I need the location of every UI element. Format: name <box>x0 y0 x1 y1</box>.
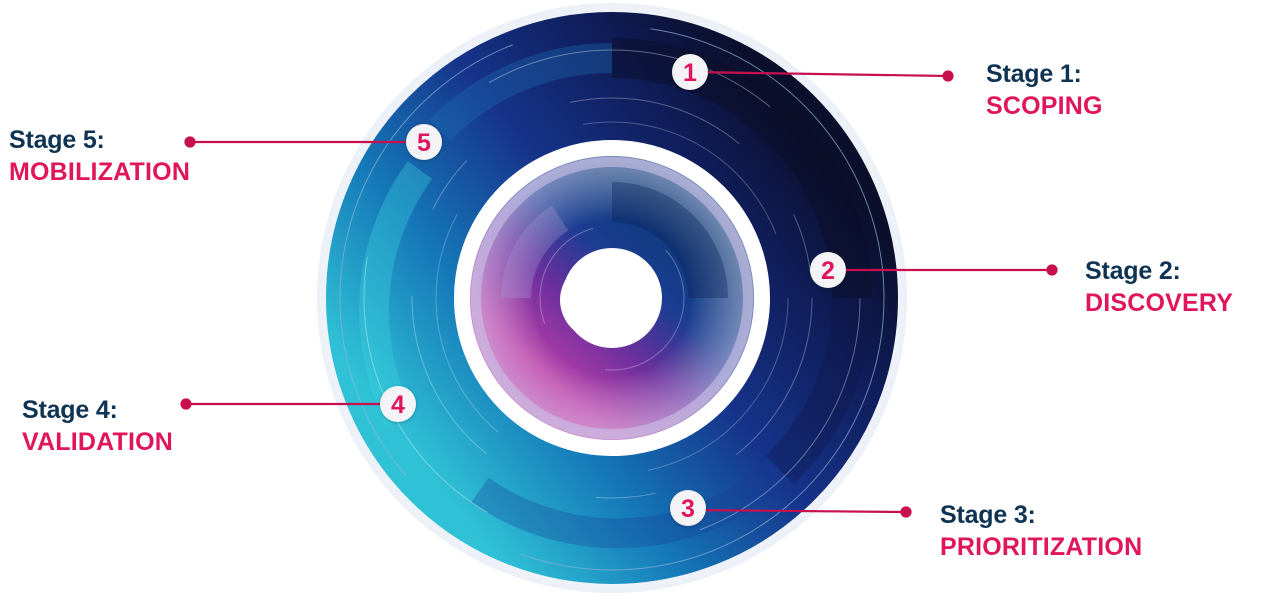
connector-dot-3 <box>900 506 912 518</box>
stage-name: DISCOVERY <box>1085 289 1234 317</box>
outer-ring-segment-top <box>429 42 613 141</box>
stage-name: SCOPING <box>986 92 1103 120</box>
connector-dot-1 <box>942 70 954 82</box>
stage-marker-5: 5 <box>406 124 442 160</box>
svg-text:3: 3 <box>681 495 695 523</box>
inner-ring-segment-light <box>501 205 569 299</box>
connector-line-1 <box>689 70 949 78</box>
stage-label-2: Stage 2: DISCOVERY <box>1085 255 1233 319</box>
stage-label-4: Stage 4: VALIDATION <box>22 394 173 458</box>
stage-label-3: Stage 3: PRIORITIZATION <box>940 499 1142 563</box>
outer-ring-segment-bottom <box>471 458 791 549</box>
stage-title: Stage 5: <box>9 126 105 154</box>
connector-dot-4 <box>180 398 192 410</box>
stage-marker-4: 4 <box>380 386 416 422</box>
connector-dot-2 <box>1046 264 1058 276</box>
inner-thin-line <box>539 225 685 371</box>
svg-text:4: 4 <box>391 391 405 419</box>
stage-marker-1: 1 <box>672 54 708 90</box>
outer-thin-line-3 <box>411 97 813 499</box>
inner-ring-segment-dark <box>611 182 728 299</box>
inner-ring-light-band <box>471 157 753 439</box>
stage-marker-2: 2 <box>810 252 846 288</box>
connector-line-3 <box>687 508 907 514</box>
outer-ring-segment-dark <box>611 38 872 299</box>
stage-name: MOBILIZATION <box>9 158 191 186</box>
outer-ring-segment-left <box>358 161 433 427</box>
stage-title: Stage 4: <box>22 396 118 424</box>
outer-ring-segment-right <box>765 297 873 485</box>
stage-label-1: Stage 1: SCOPING <box>986 58 1103 122</box>
stage-title: Stage 1: <box>986 60 1082 88</box>
stage-title: Stage 2: <box>1085 257 1181 285</box>
outer-ring <box>326 12 898 584</box>
stage-marker-3: 3 <box>670 490 706 526</box>
outer-thin-line-2 <box>363 49 861 547</box>
center-hole <box>560 260 640 340</box>
connector-dot-5 <box>184 136 196 148</box>
svg-text:1: 1 <box>683 59 697 87</box>
outer-thin-line-4 <box>435 121 789 475</box>
stage-name: PRIORITIZATION <box>940 533 1143 561</box>
outer-thin-line-1 <box>339 25 885 571</box>
svg-text:2: 2 <box>821 257 835 285</box>
stage-name: VALIDATION <box>22 428 174 456</box>
svg-text:5: 5 <box>417 129 431 157</box>
stage-label-5: Stage 5: MOBILIZATION <box>9 124 190 188</box>
stage-title: Stage 3: <box>940 501 1036 529</box>
